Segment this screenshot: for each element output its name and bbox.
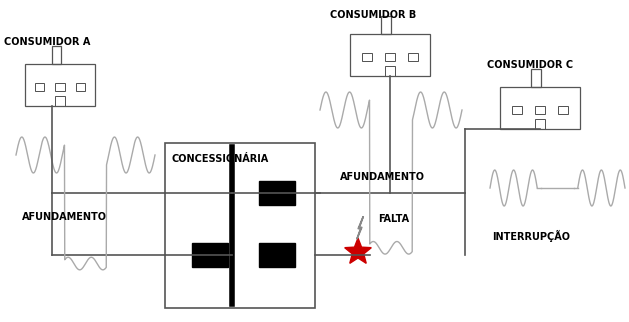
Bar [558, 106, 569, 114]
Text: INTERRUPÇÃO: INTERRUPÇÃO [492, 230, 570, 242]
Bar [535, 118, 545, 129]
Bar [500, 87, 580, 129]
Text: CONSUMIDOR C: CONSUMIDOR C [487, 60, 573, 70]
Bar [25, 64, 95, 106]
Text: FALTA: FALTA [378, 214, 409, 224]
Bar [52, 46, 61, 64]
Bar [381, 16, 391, 34]
Polygon shape [345, 238, 371, 263]
Bar [535, 106, 545, 114]
Text: CONCESSIONÁRIA: CONCESSIONÁRIA [172, 154, 269, 164]
Bar [511, 106, 522, 114]
Bar [165, 143, 315, 308]
Bar [532, 69, 541, 87]
Bar [385, 53, 395, 61]
Bar [55, 83, 65, 91]
Bar [192, 243, 228, 267]
Bar [259, 181, 295, 205]
Bar [75, 83, 85, 91]
Bar [408, 53, 418, 61]
Bar [350, 34, 430, 76]
Text: CONSUMIDOR B: CONSUMIDOR B [330, 10, 416, 20]
Bar [259, 243, 295, 267]
Bar [362, 53, 372, 61]
Bar [55, 96, 65, 106]
Text: AFUNDAMENTO: AFUNDAMENTO [340, 172, 425, 182]
Bar [385, 65, 395, 76]
Text: AFUNDAMENTO: AFUNDAMENTO [22, 212, 107, 222]
Text: CONSUMIDOR A: CONSUMIDOR A [4, 37, 91, 47]
Bar [35, 83, 44, 91]
